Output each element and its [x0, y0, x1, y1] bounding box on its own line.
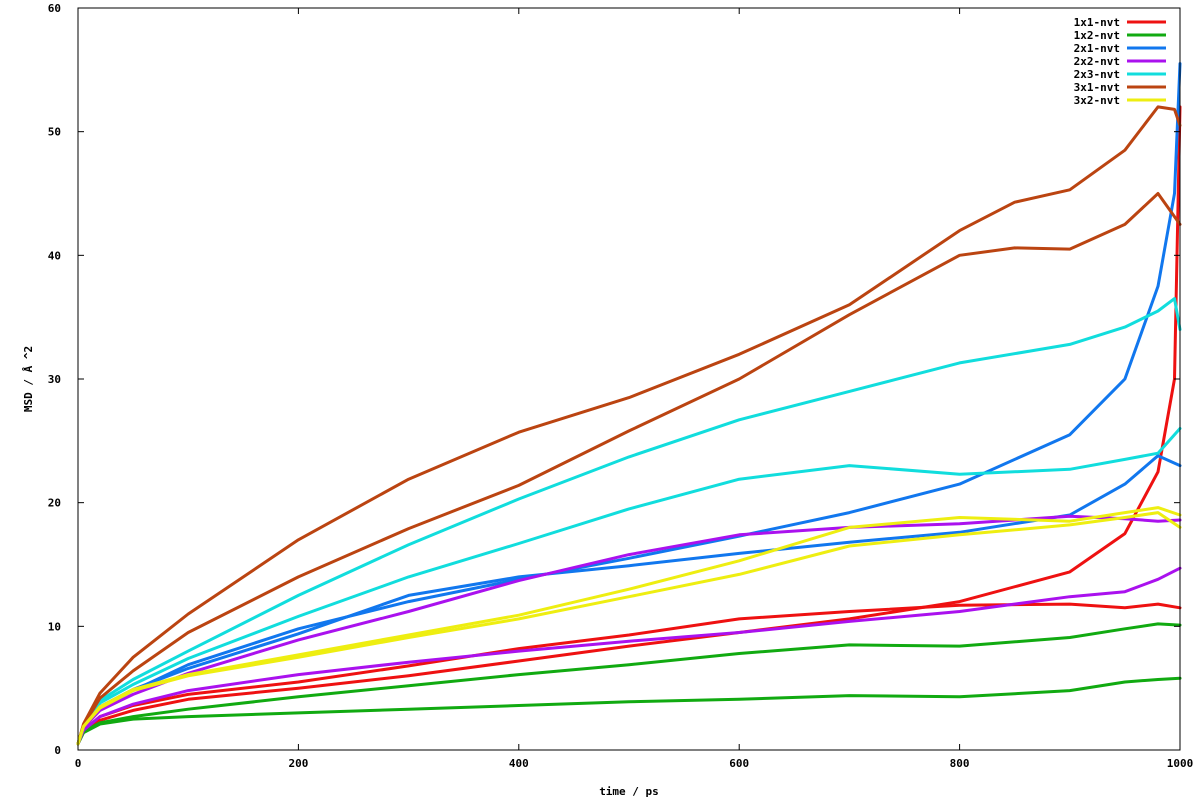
legend-label: 2x3-nvt — [1074, 68, 1120, 81]
x-tick-label: 1000 — [1167, 757, 1194, 770]
series-line-3x1-nvt-1 — [76, 192, 1182, 746]
x-axis-title: time / ps — [599, 785, 659, 798]
series-line-2x2-nvt-1 — [76, 566, 1182, 746]
y-tick-label: 10 — [48, 620, 61, 633]
legend: 1x1-nvt1x2-nvt2x1-nvt2x2-nvt2x3-nvt3x1-n… — [1074, 16, 1166, 107]
x-tick-label: 400 — [509, 757, 529, 770]
y-tick-label: 50 — [48, 126, 61, 139]
y-tick-label: 40 — [48, 249, 61, 262]
series-line-3x1-nvt-2 — [76, 105, 1182, 746]
y-tick-label: 0 — [54, 744, 61, 757]
series-3x1-nvt — [76, 105, 1182, 746]
axes-layer: 0 200 400 600 800 1000 0 10 20 30 40 50 60 — [48, 2, 1194, 770]
legend-item-2x2-nvt: 2x2-nvt — [1074, 55, 1166, 68]
series-1x2-nvt — [76, 622, 1182, 746]
y-tick-label: 60 — [48, 2, 61, 15]
series-line-2x3-nvt-2 — [76, 297, 1182, 746]
series-line-2x3-nvt-1 — [76, 427, 1182, 746]
legend-label: 3x1-nvt — [1074, 81, 1120, 94]
legend-item-1x2-nvt: 1x2-nvt — [1074, 29, 1166, 42]
legend-item-1x1-nvt: 1x1-nvt — [1074, 16, 1166, 29]
series-line-1x1-nvt-1 — [76, 105, 1182, 746]
x-tick-label: 800 — [950, 757, 970, 770]
x-tick-label: 0 — [75, 757, 82, 770]
legend-item-3x1-nvt: 3x1-nvt — [1074, 81, 1166, 94]
legend-label: 1x2-nvt — [1074, 29, 1120, 42]
legend-label: 3x2-nvt — [1074, 94, 1120, 107]
x-tick-label: 200 — [288, 757, 308, 770]
legend-item-2x1-nvt: 2x1-nvt — [1074, 42, 1166, 55]
series-line-1x2-nvt-2 — [76, 622, 1182, 746]
legend-label: 2x1-nvt — [1074, 42, 1120, 55]
series-2x3-nvt — [76, 297, 1182, 746]
y-tick-label: 30 — [48, 373, 61, 386]
series-line-1x2-nvt-1 — [76, 676, 1182, 746]
legend-item-2x3-nvt: 2x3-nvt — [1074, 68, 1166, 81]
legend-label: 1x1-nvt — [1074, 16, 1120, 29]
series-line-3x2-nvt-2 — [76, 506, 1182, 746]
series-layer — [76, 62, 1182, 746]
legend-label: 2x2-nvt — [1074, 55, 1120, 68]
y-tick-label: 20 — [48, 497, 61, 510]
x-tick-label: 600 — [729, 757, 749, 770]
legend-item-3x2-nvt: 3x2-nvt — [1074, 94, 1166, 107]
series-3x2-nvt — [76, 506, 1182, 746]
y-axis-title: MSD / Å ^2 — [22, 346, 35, 412]
